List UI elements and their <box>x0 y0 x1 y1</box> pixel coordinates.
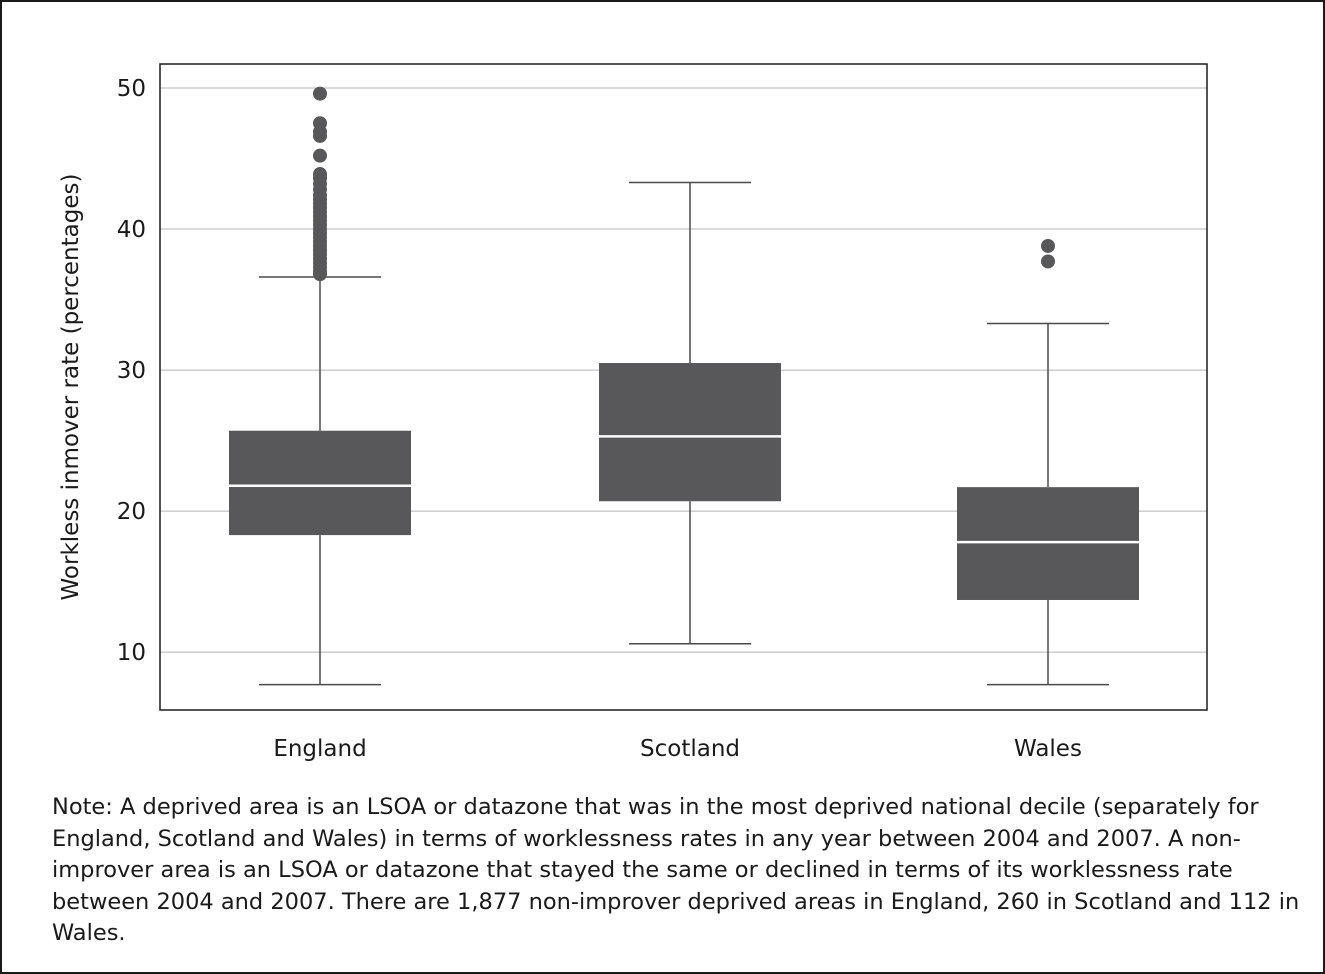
x-tick-label: England <box>273 736 366 762</box>
outlier-point <box>313 86 327 101</box>
y-tick-label: 30 <box>117 358 146 384</box>
outlier-point <box>1041 238 1055 253</box>
outlier-point <box>1041 254 1055 269</box>
y-tick-label: 40 <box>117 217 146 243</box>
y-tick-label: 10 <box>117 640 146 666</box>
box-iqr <box>957 487 1139 600</box>
x-tick-label: Scotland <box>640 736 740 762</box>
box-series <box>229 86 1139 686</box>
y-axis-ticks: 10 20 30 40 50 <box>117 76 146 666</box>
box-iqr <box>229 430 411 536</box>
x-tick-label: Wales <box>1014 736 1082 762</box>
plot-area-border <box>159 63 1208 711</box>
box-iqr <box>599 363 781 502</box>
outlier-point <box>313 167 327 182</box>
figure-note: Note: A deprived area is an LSOA or data… <box>52 794 1300 946</box>
y-tick-label: 20 <box>117 499 146 525</box>
box-plot-chart: 10 20 30 40 50 England Scotland Wales Workless… <box>58 63 1208 762</box>
y-tick-label: 50 <box>117 76 146 102</box>
outlier-point <box>313 148 327 163</box>
x-axis-ticks: England Scotland Wales <box>273 736 1082 762</box>
outlier-point <box>313 116 327 131</box>
y-axis-label: Workless inmover rate (percentages) <box>58 174 84 601</box>
